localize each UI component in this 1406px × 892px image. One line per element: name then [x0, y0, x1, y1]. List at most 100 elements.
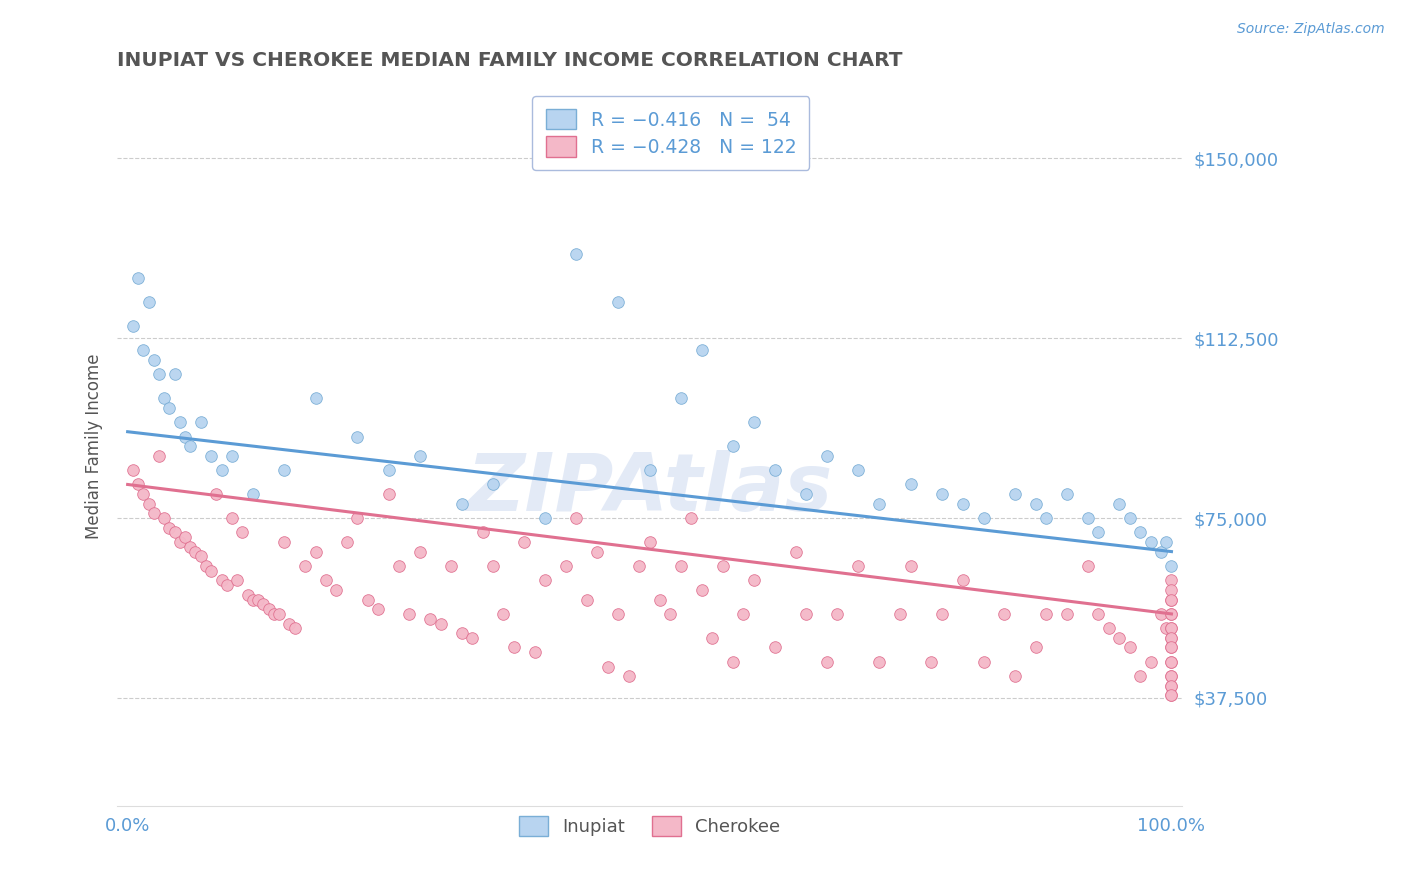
Point: [377, 487, 399, 501]
Point: [1035, 511, 1057, 525]
Point: [169, 415, 191, 429]
Point: [205, 487, 228, 501]
Point: [273, 535, 295, 549]
Point: [669, 391, 692, 405]
Point: [294, 558, 316, 573]
Point: [1160, 679, 1182, 693]
Point: [868, 497, 890, 511]
Point: [1160, 631, 1182, 645]
Legend: Inupiat, Cherokee: Inupiat, Cherokee: [512, 809, 787, 844]
Point: [846, 463, 869, 477]
Point: [1139, 655, 1161, 669]
Point: [1160, 655, 1182, 669]
Text: Source: ZipAtlas.com: Source: ZipAtlas.com: [1237, 22, 1385, 37]
Point: [236, 588, 259, 602]
Point: [132, 487, 155, 501]
Point: [409, 544, 432, 558]
Point: [502, 640, 524, 655]
Point: [121, 319, 143, 334]
Point: [157, 520, 180, 534]
Point: [721, 439, 744, 453]
Point: [742, 574, 765, 588]
Point: [827, 607, 849, 621]
Point: [419, 612, 441, 626]
Point: [931, 607, 953, 621]
Point: [931, 487, 953, 501]
Point: [211, 574, 233, 588]
Point: [617, 669, 640, 683]
Point: [257, 602, 280, 616]
Point: [889, 607, 911, 621]
Point: [1108, 497, 1130, 511]
Point: [267, 607, 290, 621]
Point: [346, 511, 368, 525]
Point: [1025, 640, 1047, 655]
Point: [596, 659, 619, 673]
Point: [1118, 511, 1140, 525]
Point: [1160, 640, 1182, 655]
Point: [607, 295, 630, 310]
Point: [284, 621, 307, 635]
Point: [142, 352, 165, 367]
Point: [575, 592, 598, 607]
Point: [132, 343, 155, 358]
Point: [1160, 607, 1182, 621]
Point: [304, 391, 326, 405]
Point: [534, 574, 557, 588]
Point: [1077, 511, 1099, 525]
Point: [231, 525, 253, 540]
Point: [868, 655, 890, 669]
Point: [121, 463, 143, 477]
Point: [1035, 607, 1057, 621]
Point: [398, 607, 420, 621]
Point: [148, 449, 170, 463]
Point: [993, 607, 1015, 621]
Point: [638, 463, 661, 477]
Point: [138, 497, 160, 511]
Point: [138, 295, 160, 310]
Point: [1160, 592, 1182, 607]
Point: [247, 592, 270, 607]
Point: [211, 463, 233, 477]
Point: [1160, 607, 1182, 621]
Point: [565, 511, 588, 525]
Point: [215, 578, 238, 592]
Point: [1056, 487, 1078, 501]
Point: [226, 574, 249, 588]
Point: [733, 607, 755, 621]
Point: [440, 558, 463, 573]
Point: [1025, 497, 1047, 511]
Point: [721, 655, 744, 669]
Point: [153, 511, 176, 525]
Point: [763, 463, 786, 477]
Point: [450, 497, 472, 511]
Point: [973, 511, 995, 525]
Point: [471, 525, 494, 540]
Point: [1160, 574, 1182, 588]
Point: [1160, 669, 1182, 683]
Point: [900, 477, 922, 491]
Point: [648, 592, 671, 607]
Text: INUPIAT VS CHEROKEE MEDIAN FAMILY INCOME CORRELATION CHART: INUPIAT VS CHEROKEE MEDIAN FAMILY INCOME…: [117, 51, 903, 70]
Point: [263, 607, 285, 621]
Point: [638, 535, 661, 549]
Point: [163, 525, 186, 540]
Point: [179, 540, 201, 554]
Point: [555, 558, 578, 573]
Point: [157, 401, 180, 415]
Point: [325, 582, 347, 597]
Point: [1129, 669, 1152, 683]
Point: [1160, 582, 1182, 597]
Point: [184, 544, 207, 558]
Point: [1160, 655, 1182, 669]
Point: [513, 535, 536, 549]
Point: [367, 602, 389, 616]
Point: [952, 574, 974, 588]
Point: [1098, 621, 1121, 635]
Point: [174, 530, 197, 544]
Point: [1160, 679, 1182, 693]
Point: [127, 271, 149, 285]
Point: [242, 592, 264, 607]
Point: [742, 415, 765, 429]
Point: [785, 544, 807, 558]
